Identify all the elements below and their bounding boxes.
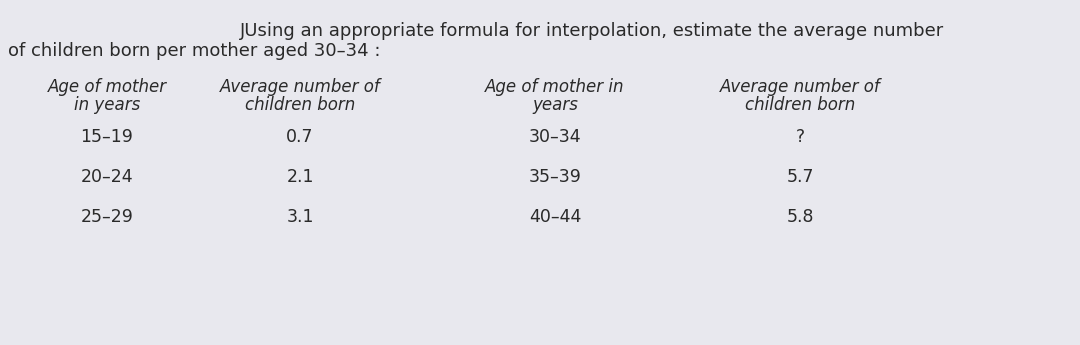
- Text: 20–24: 20–24: [81, 168, 133, 186]
- Text: years: years: [532, 96, 578, 114]
- Text: 3.1: 3.1: [286, 208, 314, 226]
- Text: Age of mother in: Age of mother in: [485, 78, 624, 96]
- Text: in years: in years: [73, 96, 140, 114]
- Text: 25–29: 25–29: [81, 208, 134, 226]
- Text: 30–34: 30–34: [529, 128, 581, 146]
- Text: children born: children born: [245, 96, 355, 114]
- Text: 0.7: 0.7: [286, 128, 314, 146]
- Text: of children born per mother aged 30–34 :: of children born per mother aged 30–34 :: [8, 42, 380, 60]
- Text: Age of mother: Age of mother: [48, 78, 166, 96]
- Text: children born: children born: [745, 96, 855, 114]
- Text: JUsing an appropriate formula for interpolation, estimate the average number: JUsing an appropriate formula for interp…: [240, 22, 944, 40]
- Text: Average number of: Average number of: [219, 78, 380, 96]
- Text: 5.8: 5.8: [786, 208, 813, 226]
- Text: Average number of: Average number of: [719, 78, 880, 96]
- Text: 15–19: 15–19: [81, 128, 134, 146]
- Text: ?: ?: [796, 128, 805, 146]
- Text: 35–39: 35–39: [528, 168, 581, 186]
- Text: 2.1: 2.1: [286, 168, 314, 186]
- Text: 5.7: 5.7: [786, 168, 813, 186]
- Text: 40–44: 40–44: [529, 208, 581, 226]
